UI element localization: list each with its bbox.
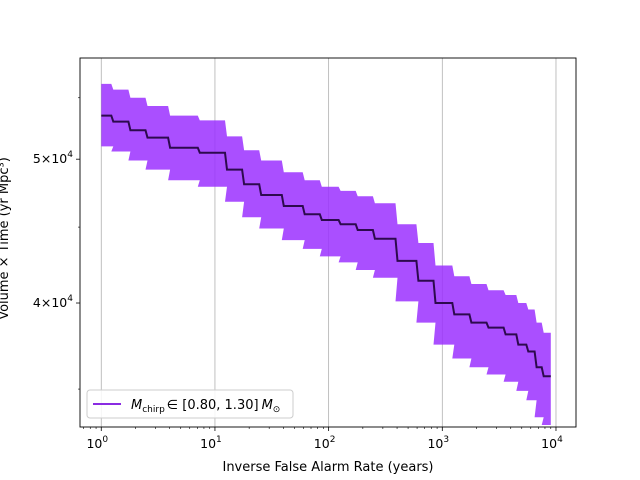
y-axis-title: Volume × Time (yr Mpc³): [0, 157, 12, 320]
legend-box: [86, 389, 294, 419]
legend-label-rest: ∈ [0.80, 1.30]: [167, 398, 259, 413]
confidence-band: [101, 83, 551, 426]
x-tick-label: 104: [541, 435, 563, 451]
y-tick-exponent: 4: [67, 150, 73, 160]
x-tick-exponent: 2: [330, 435, 336, 445]
plot-frame: [79, 57, 577, 428]
y-tick-text: 10: [51, 295, 67, 310]
median-line: [101, 114, 551, 378]
legend-label-unit: M: [262, 398, 273, 413]
y-tick-label: 5×104: [33, 150, 73, 166]
legend-label-main: M: [131, 398, 142, 413]
x-tick-label: 102: [314, 435, 336, 451]
y-tick-text: 10: [51, 151, 67, 166]
x-tick-label: 101: [200, 435, 222, 451]
x-axis: 100 101 102 103 104: [83, 427, 563, 451]
x-tick-exponent: 1: [216, 435, 222, 445]
x-tick-base: 10: [314, 436, 330, 451]
y-tick-text: 5×: [33, 151, 51, 166]
x-tick-base: 10: [86, 436, 102, 451]
legend-label-sub: chirp: [142, 405, 165, 415]
legend: Mchirp ∈ [0.80, 1.30] M⊙: [86, 389, 294, 419]
x-axis-title: Inverse False Alarm Rate (years): [222, 460, 433, 475]
x-tick-base: 10: [427, 436, 443, 451]
x-tick-exponent: 3: [443, 435, 449, 445]
y-tick-exponent: 4: [67, 294, 73, 304]
y-tick-label: 4×104: [33, 294, 73, 310]
x-tick-exponent: 4: [557, 435, 563, 445]
legend-label: Mchirp ∈ [0.80, 1.30] M⊙: [131, 398, 280, 415]
legend-label-unit-sub: ⊙: [273, 405, 281, 415]
x-tick-base: 10: [541, 436, 557, 451]
x-tick-base: 10: [200, 436, 216, 451]
y-tick-text: 4×: [33, 295, 51, 310]
x-tick-label: 103: [427, 435, 449, 451]
x-tick-label: 100: [86, 435, 108, 451]
x-tick-exponent: 0: [102, 435, 108, 445]
